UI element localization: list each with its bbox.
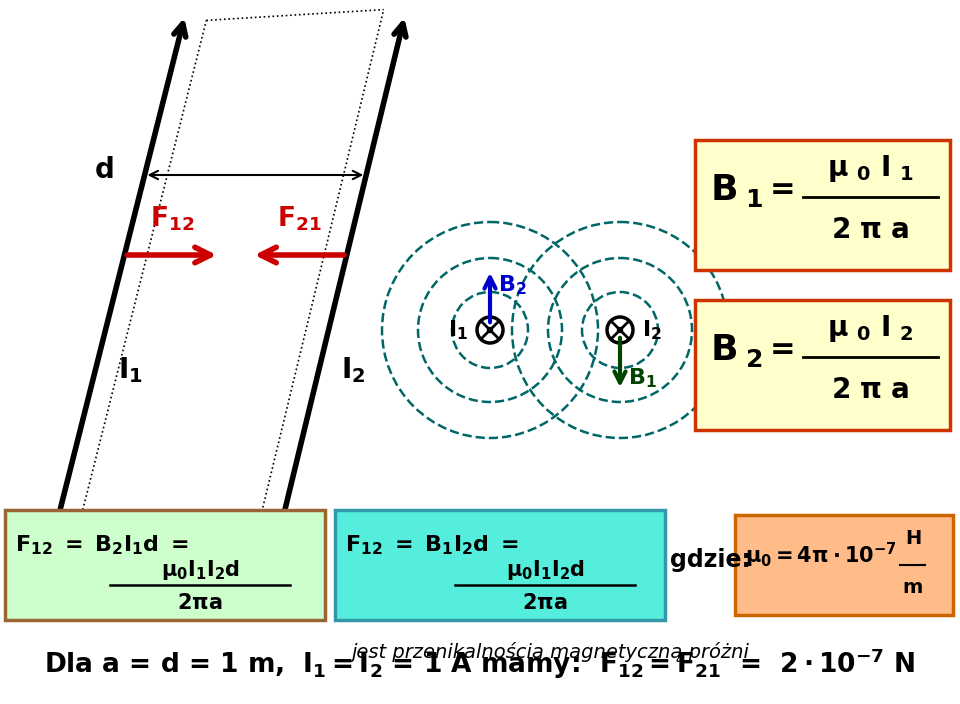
Text: $\mathbf{2}$: $\mathbf{2}$ bbox=[745, 348, 762, 372]
Text: m: m bbox=[902, 578, 924, 597]
FancyBboxPatch shape bbox=[695, 140, 950, 270]
Text: a: a bbox=[106, 588, 125, 616]
Text: $\mathbf{F_{21}}$: $\mathbf{F_{21}}$ bbox=[276, 204, 322, 233]
Text: jest przenikalnością magnetyczną próżni: jest przenikalnością magnetyczną próżni bbox=[351, 642, 749, 662]
Text: gdzie:: gdzie: bbox=[670, 548, 751, 572]
Text: $\mathbf{\mu_0 = 4\pi \cdot 10^{-7}}$: $\mathbf{\mu_0 = 4\pi \cdot 10^{-7}}$ bbox=[745, 541, 897, 570]
Text: $\mathbf{\mu\ _0\ I\ _1}$: $\mathbf{\mu\ _0\ I\ _1}$ bbox=[827, 153, 914, 184]
Text: $\mathbf{I_1}$: $\mathbf{I_1}$ bbox=[118, 355, 143, 385]
Text: $\mathbf{I_1}$: $\mathbf{I_1}$ bbox=[448, 318, 468, 342]
Text: $\mathbf{F_{12}\ =\ B_2 I_1 d\ =}$: $\mathbf{F_{12}\ =\ B_2 I_1 d\ =}$ bbox=[15, 533, 189, 557]
Circle shape bbox=[488, 327, 492, 332]
Text: d: d bbox=[95, 156, 114, 184]
Text: $\mathbf{\mu_0 I_1 I_2 d}$: $\mathbf{\mu_0 I_1 I_2 d}$ bbox=[160, 558, 239, 582]
Text: $\mathbf{B}$: $\mathbf{B}$ bbox=[710, 333, 737, 367]
Text: $\mathbf{1}$: $\mathbf{1}$ bbox=[745, 188, 763, 212]
FancyBboxPatch shape bbox=[735, 515, 953, 615]
Text: $\mathbf{\mu_0 I_1 I_2 d}$: $\mathbf{\mu_0 I_1 I_2 d}$ bbox=[506, 558, 585, 582]
Text: $\mathbf{2\ \pi\ a}$: $\mathbf{2\ \pi\ a}$ bbox=[831, 216, 909, 244]
Text: =: = bbox=[770, 175, 796, 204]
Circle shape bbox=[607, 317, 633, 343]
Text: $\mathbf{I_2}$: $\mathbf{I_2}$ bbox=[642, 318, 662, 342]
FancyBboxPatch shape bbox=[695, 300, 950, 430]
Text: $\mathbf{2\pi a}$: $\mathbf{2\pi a}$ bbox=[522, 593, 567, 613]
Text: $\mathbf{\mu\ _0\ I\ _2}$: $\mathbf{\mu\ _0\ I\ _2}$ bbox=[827, 313, 913, 344]
Text: $\mathbf{B_2}$: $\mathbf{B_2}$ bbox=[498, 273, 527, 297]
Text: $\mathbf{2\pi a}$: $\mathbf{2\pi a}$ bbox=[178, 593, 223, 613]
Text: $\mathbf{I_2}$: $\mathbf{I_2}$ bbox=[341, 355, 366, 385]
Text: H: H bbox=[905, 529, 922, 548]
Circle shape bbox=[477, 317, 503, 343]
FancyBboxPatch shape bbox=[335, 510, 665, 620]
FancyBboxPatch shape bbox=[5, 510, 325, 620]
Text: $\mathbf{2\ \pi\ a}$: $\mathbf{2\ \pi\ a}$ bbox=[831, 376, 909, 404]
Text: $\mathbf{F_{12}}$: $\mathbf{F_{12}}$ bbox=[150, 204, 194, 233]
Text: =: = bbox=[770, 336, 796, 365]
Text: Dla a = d = 1 m,  $\mathbf{I_1 = I_2}$ = 1 A mamy:  $\mathbf{F_{12} = F_{21}}$  : Dla a = d = 1 m, $\mathbf{I_1 = I_2}$ = … bbox=[44, 647, 916, 681]
Text: $\mathbf{F_{12}\ =\ B_1 I_2 d\ =}$: $\mathbf{F_{12}\ =\ B_1 I_2 d\ =}$ bbox=[345, 533, 518, 557]
Text: $\mathbf{B_1}$: $\mathbf{B_1}$ bbox=[628, 366, 657, 390]
Circle shape bbox=[617, 327, 622, 332]
Text: $\mathbf{B}$: $\mathbf{B}$ bbox=[710, 173, 737, 207]
